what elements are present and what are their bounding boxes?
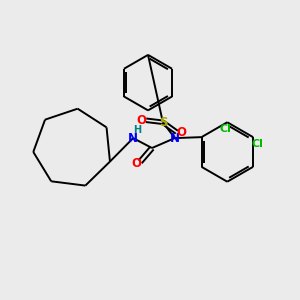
Text: S: S	[159, 116, 167, 129]
Text: O: O	[136, 114, 146, 127]
Text: H: H	[133, 125, 141, 135]
Text: N: N	[170, 132, 180, 145]
Text: Cl: Cl	[219, 124, 231, 134]
Text: O: O	[131, 158, 141, 170]
Text: N: N	[128, 132, 138, 145]
Text: O: O	[177, 126, 187, 139]
Text: Cl: Cl	[251, 139, 263, 149]
